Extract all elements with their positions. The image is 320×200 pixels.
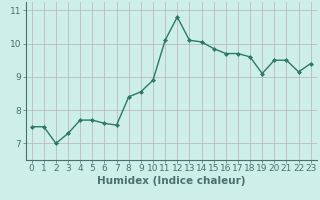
X-axis label: Humidex (Indice chaleur): Humidex (Indice chaleur) [97, 176, 245, 186]
